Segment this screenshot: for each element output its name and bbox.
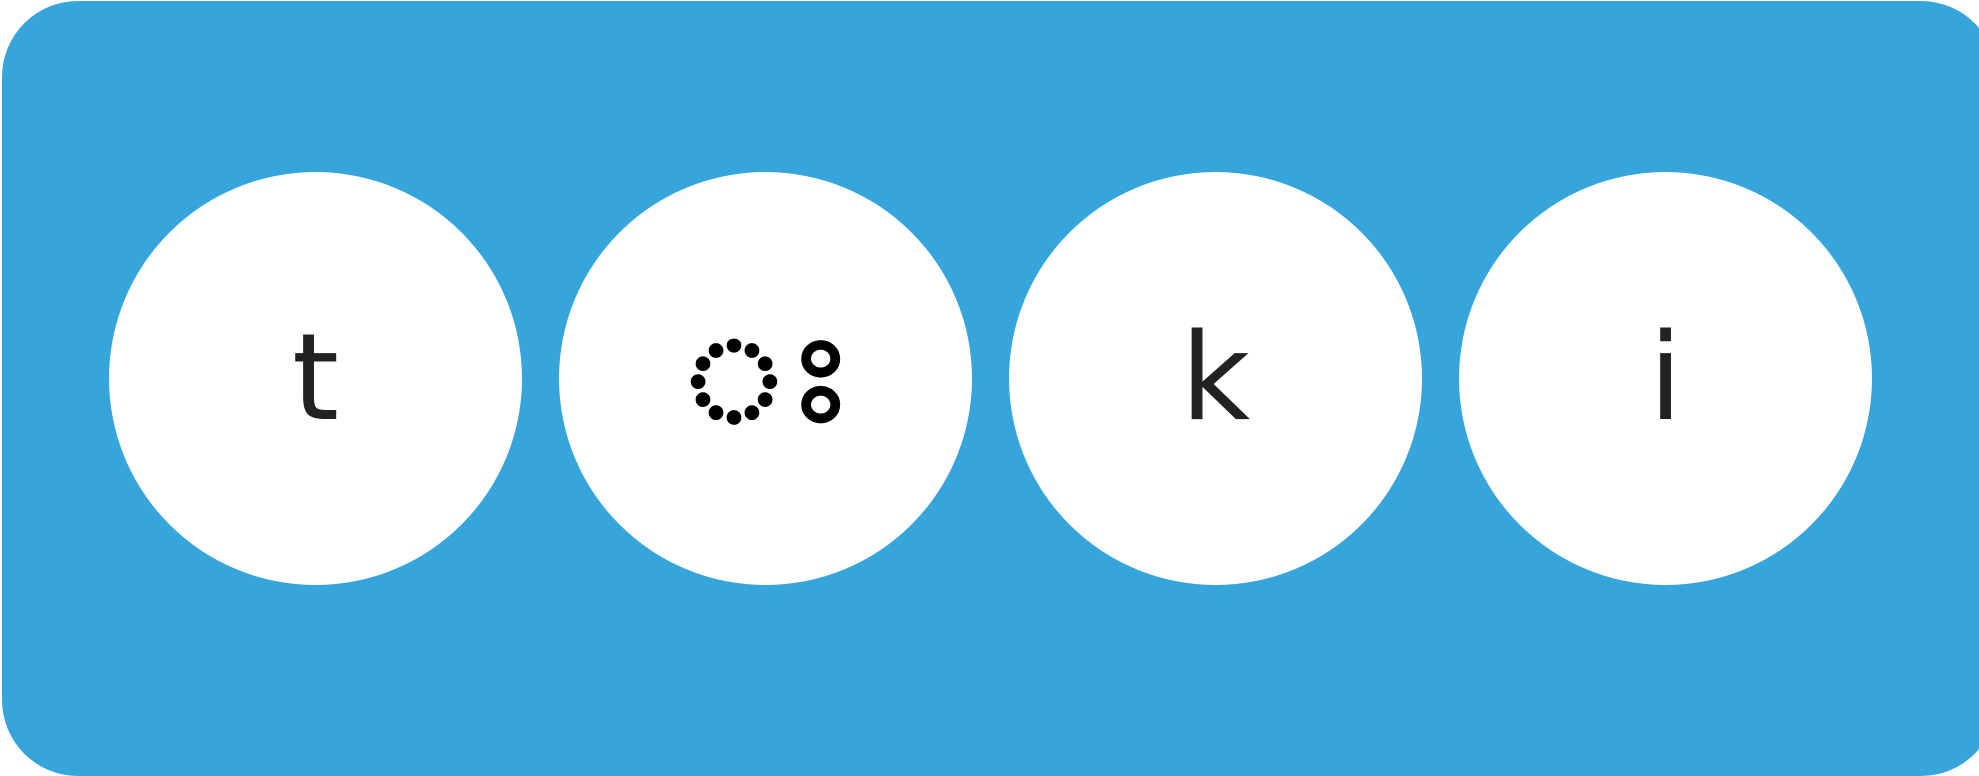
letter-label: t (291, 308, 340, 448)
letter-tile-i[interactable]: i (1459, 172, 1872, 585)
letter-label: i (1648, 308, 1683, 448)
letter-label: k (1180, 308, 1251, 448)
letter-label: ঃ (678, 308, 853, 448)
letter-tile-k[interactable]: k (1009, 172, 1422, 585)
letter-tile-t[interactable]: t (109, 172, 522, 585)
letter-tile-symbol[interactable]: ঃ (559, 172, 972, 585)
